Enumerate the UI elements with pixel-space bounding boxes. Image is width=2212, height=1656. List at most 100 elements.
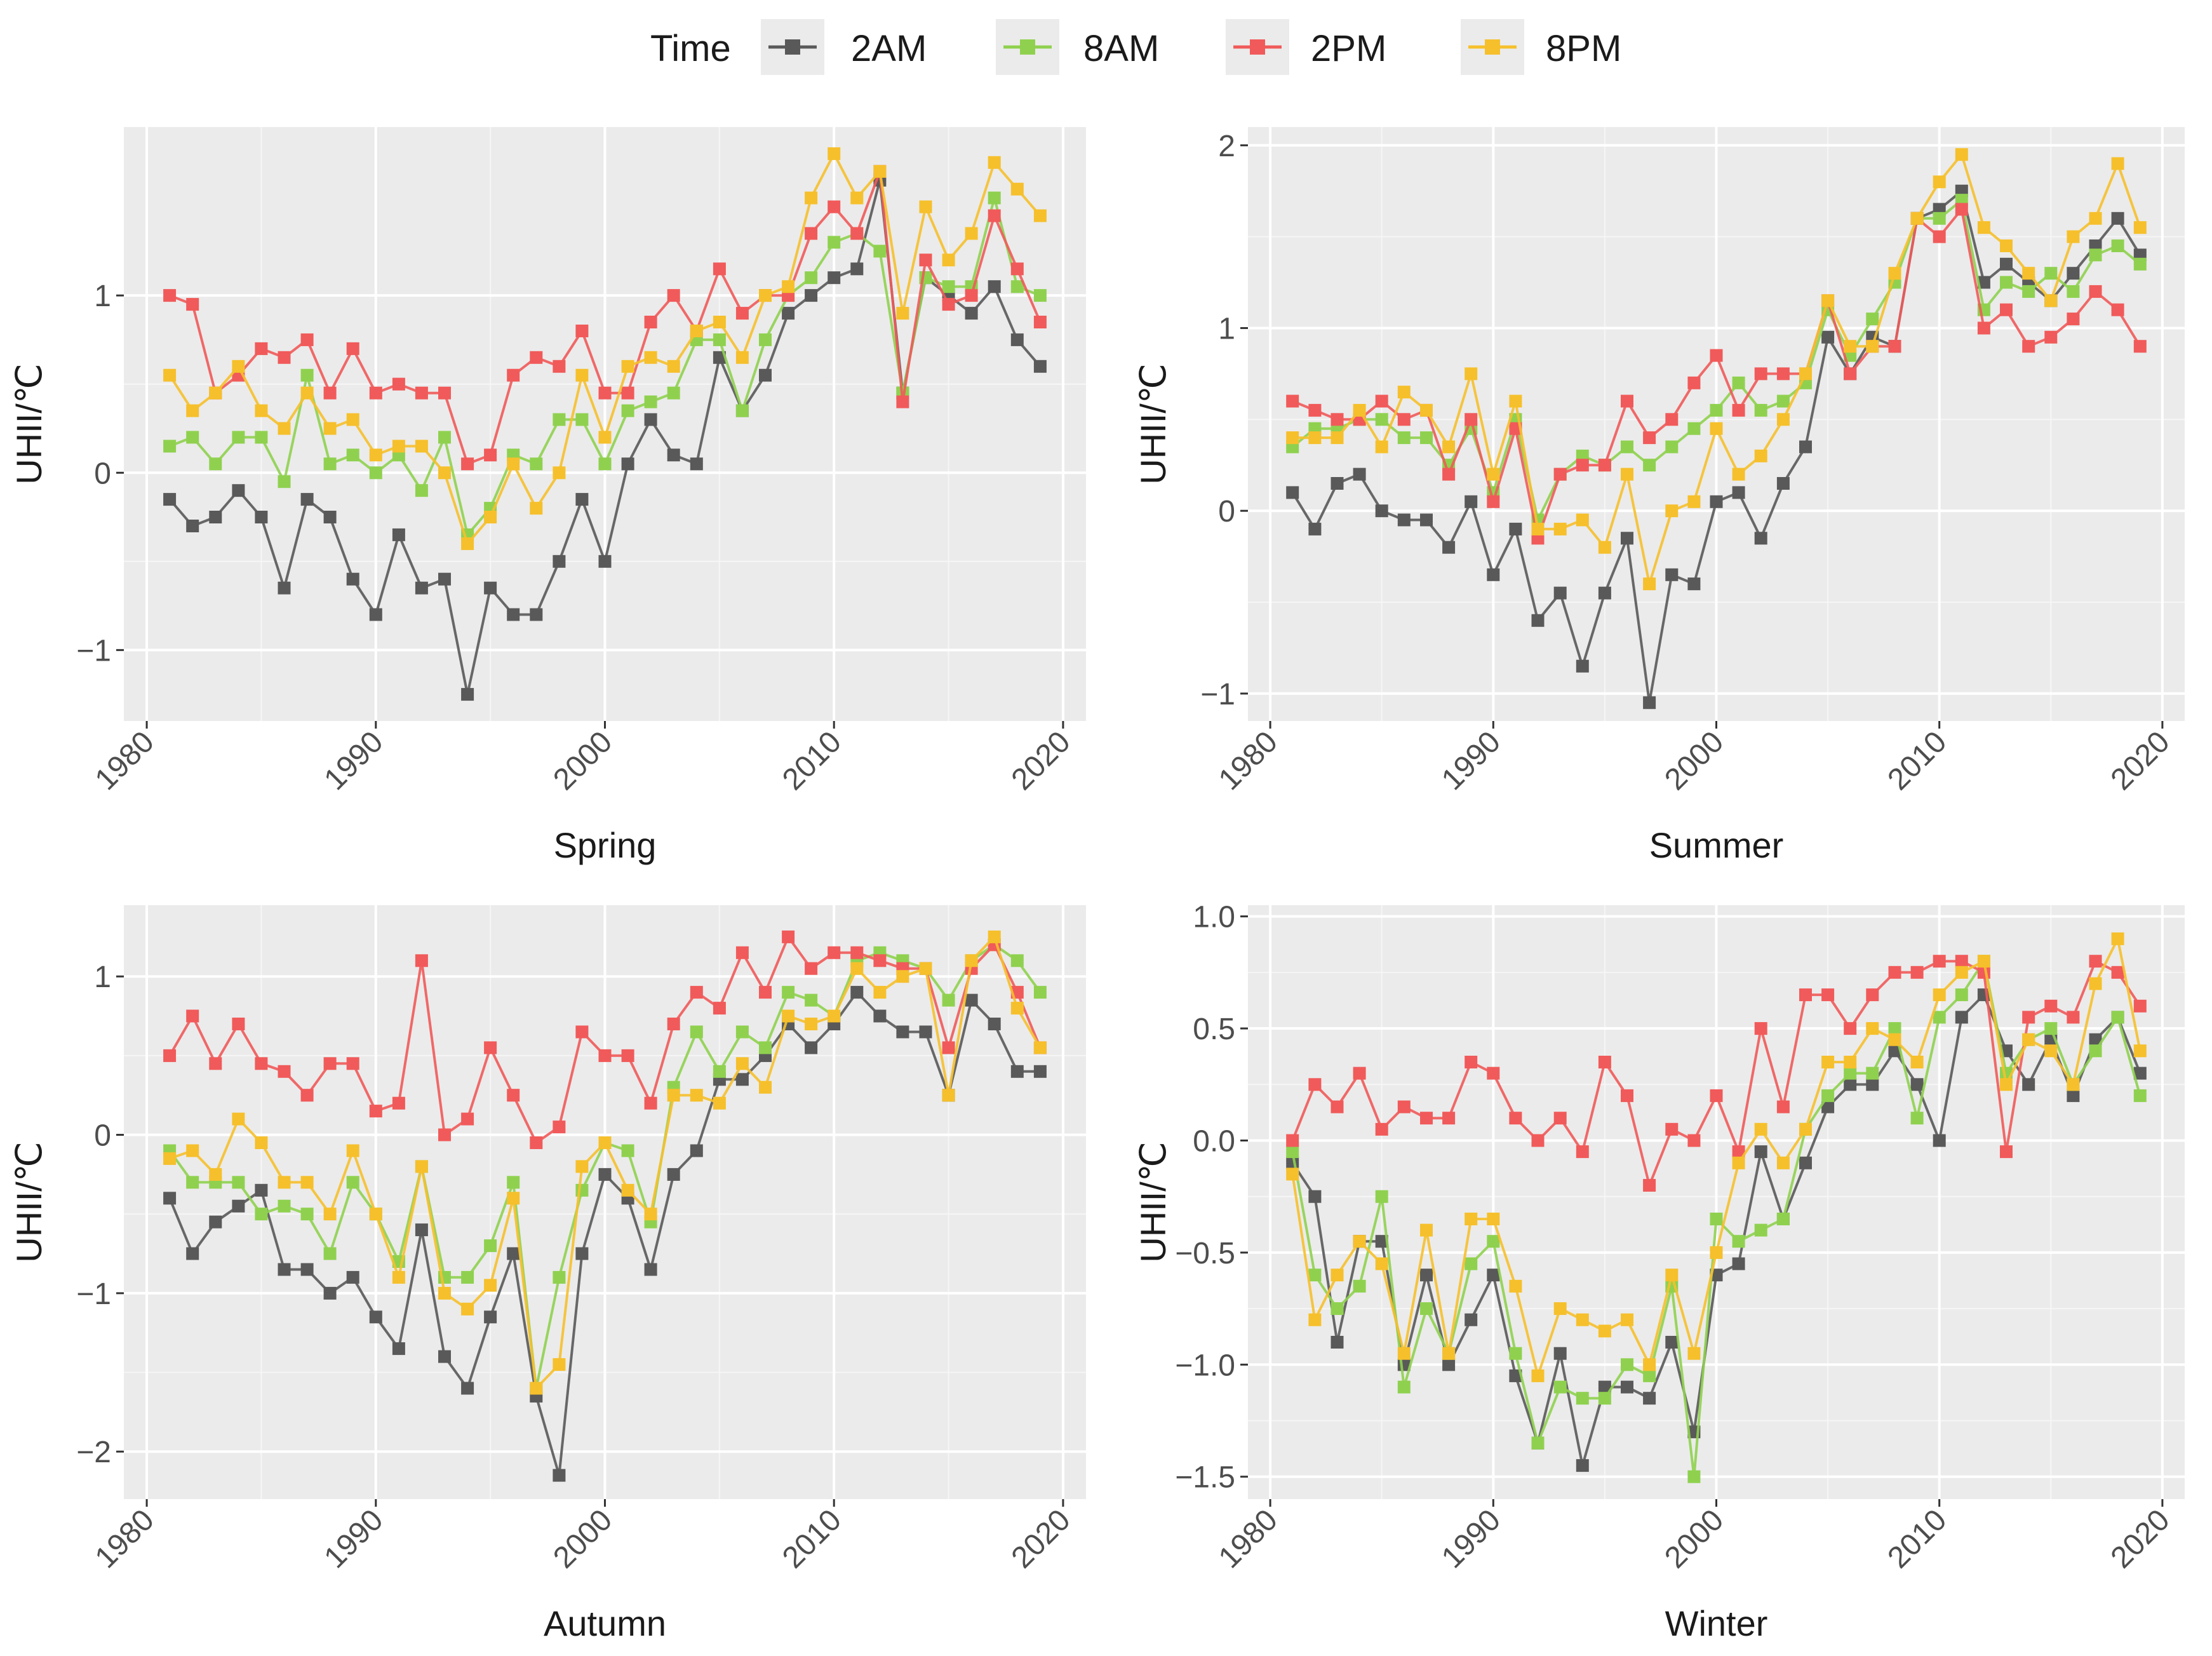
summer-point-2am xyxy=(1397,513,1411,527)
spring-point-2pm xyxy=(805,227,818,240)
spring-point-8pm xyxy=(735,351,749,364)
autumn-point-2pm xyxy=(621,1049,634,1062)
winter-y-tick-label: 1.0 xyxy=(1193,901,1235,934)
autumn-point-8pm xyxy=(1033,1041,1047,1054)
autumn-point-8pm xyxy=(942,1089,955,1102)
winter-point-2pm xyxy=(1465,1056,1478,1068)
spring-point-8pm xyxy=(942,253,955,267)
spring-point-8am xyxy=(438,431,451,444)
summer-point-8pm xyxy=(1665,504,1679,518)
spring-point-2pm xyxy=(323,386,337,400)
autumn-point-2am xyxy=(873,1009,887,1023)
winter-point-2pm xyxy=(1687,1134,1701,1147)
summer-point-2pm xyxy=(2133,340,2147,353)
summer-point-2am xyxy=(1754,532,1767,545)
spring-point-8pm xyxy=(988,156,1001,169)
summer-point-8am xyxy=(1710,403,1723,417)
spring-x-tick-label: 1990 xyxy=(318,725,390,797)
autumn-point-2pm xyxy=(530,1136,543,1149)
spring-point-8pm xyxy=(644,351,657,364)
summer-point-8pm xyxy=(1710,422,1723,435)
summer-point-8pm xyxy=(1754,449,1767,462)
spring-point-2am xyxy=(644,413,657,426)
spring-point-8pm xyxy=(278,422,291,435)
autumn-point-2pm xyxy=(690,986,703,999)
winter-point-8am xyxy=(1844,1067,1857,1080)
winter-point-8pm xyxy=(2067,1078,2080,1091)
winter-point-2am xyxy=(1643,1392,1656,1405)
winter-y-tick-label: −0.5 xyxy=(1175,1237,1235,1270)
autumn-point-8am xyxy=(942,993,955,1007)
winter-x-tick-label: 2010 xyxy=(1881,1503,1953,1575)
spring-point-2pm xyxy=(575,325,589,337)
summer-point-8pm xyxy=(1397,386,1411,399)
winter-point-2am xyxy=(1598,1380,1611,1394)
winter-point-2pm xyxy=(1910,966,1924,979)
winter-point-2pm xyxy=(1553,1112,1567,1125)
winter-point-8am xyxy=(1710,1213,1723,1225)
spring-point-8pm xyxy=(553,466,566,480)
winter-point-8am xyxy=(1821,1089,1835,1102)
autumn-point-2am xyxy=(278,1263,291,1276)
summer-point-2pm xyxy=(1375,394,1388,408)
autumn-point-2pm xyxy=(461,1112,474,1126)
spring-point-8am xyxy=(621,404,634,417)
spring-point-8pm xyxy=(530,502,543,515)
winter-point-2pm xyxy=(2089,955,2102,968)
autumn-y-tick-label: −2 xyxy=(76,1436,111,1469)
winter-point-2am xyxy=(1576,1459,1589,1472)
spring-point-8pm xyxy=(209,386,222,400)
spring-point-8am xyxy=(323,457,337,471)
winter-point-2pm xyxy=(1353,1067,1366,1080)
spring-point-2am xyxy=(255,511,268,523)
autumn-point-8am xyxy=(186,1176,199,1189)
winter-point-2am xyxy=(2089,1033,2102,1046)
winter-point-2am xyxy=(1465,1313,1478,1326)
winter-point-8pm xyxy=(2089,977,2102,990)
spring-point-2pm xyxy=(278,351,291,364)
winter-point-8pm xyxy=(1776,1156,1790,1169)
spring-point-8am xyxy=(667,386,680,400)
summer-point-2pm xyxy=(1955,203,1968,216)
winter-point-2pm xyxy=(1933,955,1946,968)
winter-point-2am xyxy=(1955,1011,1968,1024)
summer-point-8pm xyxy=(1353,403,1366,417)
winter-point-2pm xyxy=(1286,1134,1299,1147)
summer-point-2pm xyxy=(1643,431,1656,445)
summer-point-2am xyxy=(1487,568,1500,581)
autumn-y-tick-label: 0 xyxy=(94,1119,111,1153)
spring-point-8am xyxy=(346,448,359,462)
spring-point-2pm xyxy=(255,342,268,355)
autumn-point-2pm xyxy=(209,1057,222,1070)
spring-point-8am xyxy=(1033,289,1047,302)
spring-point-8pm xyxy=(1010,182,1024,196)
winter-point-2pm xyxy=(1621,1089,1633,1102)
winter-point-2pm xyxy=(2067,1011,2080,1024)
spring-point-8am xyxy=(209,457,222,471)
summer-point-8pm xyxy=(1621,468,1633,481)
autumn-point-8am xyxy=(621,1144,634,1157)
winter-point-2pm xyxy=(2133,999,2147,1013)
winter-point-2am xyxy=(1442,1358,1456,1371)
winter-x-axis-title: Winter xyxy=(1665,1603,1768,1643)
winter-point-2pm xyxy=(1710,1089,1723,1102)
summer-point-2pm xyxy=(1710,349,1723,362)
winter-point-8pm xyxy=(1576,1313,1589,1326)
autumn-point-2pm xyxy=(300,1089,314,1102)
winter-point-2pm xyxy=(1821,988,1835,1002)
autumn-point-2am xyxy=(735,1073,749,1086)
summer-point-8am xyxy=(1933,212,1946,225)
summer-point-8pm xyxy=(1776,413,1790,426)
summer-point-8pm xyxy=(1308,431,1322,445)
autumn-point-8pm xyxy=(209,1168,222,1181)
winter-point-2am xyxy=(1910,1078,1924,1091)
spring-point-2pm xyxy=(186,298,199,311)
winter-point-8am xyxy=(1643,1369,1656,1382)
summer-point-8am xyxy=(1420,431,1433,445)
winter-point-8am xyxy=(1621,1358,1633,1371)
winter-point-2pm xyxy=(2022,1011,2035,1024)
winter-point-8am xyxy=(1732,1235,1745,1248)
winter-point-8pm xyxy=(1621,1313,1633,1326)
spring-point-2am xyxy=(346,572,359,586)
summer-point-2pm xyxy=(1776,367,1790,380)
